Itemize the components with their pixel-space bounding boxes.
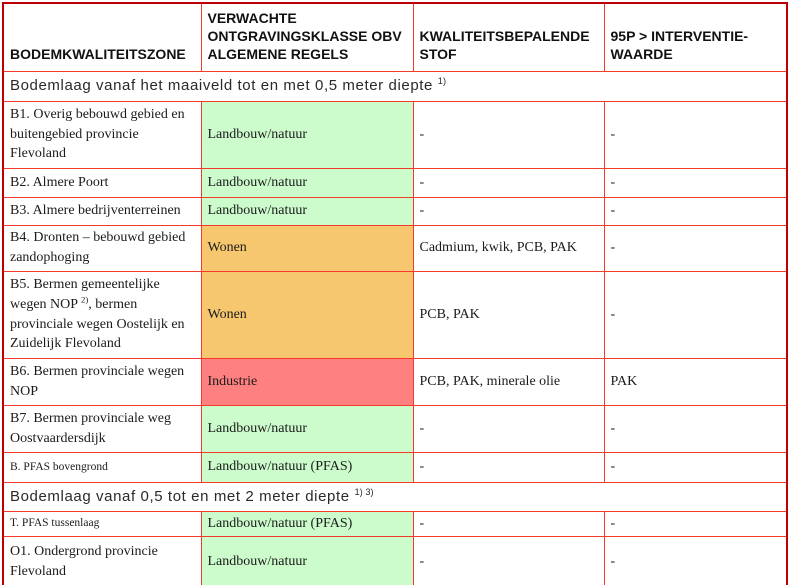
zone-cell: T. PFAS tussenlaag: [2, 510, 202, 537]
section-label-bovengrond: Bodemlaag vanaf het maaiveld tot en met …: [2, 70, 788, 102]
klasse-cell: Landbouw/natuur (PFAS): [200, 510, 414, 537]
table-row-b-pfas: B. PFAS bovengrond Landbouw/natuur (PFAS…: [2, 451, 788, 483]
interventie-cell: -: [603, 404, 788, 453]
column-header-ontgravingsklasse: VERWACHTE ONTGRAVINGSKLASSE OBV ALGEMENE…: [200, 2, 414, 72]
klasse-cell: Landbouw/natuur: [200, 167, 414, 198]
stof-cell: -: [412, 510, 605, 537]
table-row-b3: B3. Almere bedrijventerreinen Landbouw/n…: [2, 196, 788, 226]
interventie-cell: -: [603, 100, 788, 169]
zone-cell: B. PFAS bovengrond: [2, 451, 202, 483]
section-row-tussenlaag: Bodemlaag vanaf 0,5 tot en met 2 meter d…: [2, 481, 788, 512]
footnote-ref: 1) 3): [354, 486, 374, 497]
table-row-b6: B6. Bermen provinciale wegen NOP Industr…: [2, 357, 788, 406]
zone-text: , bermen provinciale wegen Oostelijk en …: [10, 296, 185, 352]
footnote-ref: 1): [437, 76, 447, 87]
stof-cell: -: [412, 451, 605, 483]
column-header-kwaliteitsbepalende-stof: KWALITEITSBEPALENDE STOF: [412, 2, 605, 72]
table-row-b5: B5. Bermen gemeentelijke wegen NOP 2), b…: [2, 270, 788, 359]
klasse-cell: Industrie: [200, 357, 414, 406]
zone-cell: B2. Almere Poort: [2, 167, 202, 198]
interventie-cell: -: [603, 451, 788, 483]
zone-cell: B7. Bermen provinciale weg Oostvaardersd…: [2, 404, 202, 453]
interventie-cell: -: [603, 270, 788, 359]
zone-cell: B5. Bermen gemeentelijke wegen NOP 2), b…: [2, 270, 202, 359]
interventie-cell: -: [603, 224, 788, 272]
stof-cell: -: [412, 535, 605, 585]
zone-cell: B6. Bermen provinciale wegen NOP: [2, 357, 202, 406]
zone-text: B5. Bermen gemeentelijke wegen NOP: [10, 276, 160, 312]
stof-cell: -: [412, 404, 605, 453]
table-row-b7: B7. Bermen provinciale weg Oostvaardersd…: [2, 404, 788, 453]
klasse-cell: Wonen: [200, 224, 414, 272]
stof-cell: -: [412, 167, 605, 198]
stof-cell: -: [412, 100, 605, 169]
footnote-ref: 2): [81, 293, 89, 304]
interventie-cell: PAK: [603, 357, 788, 406]
table-row-b2: B2. Almere Poort Landbouw/natuur - -: [2, 167, 788, 198]
zone-cell: B4. Dronten – bebouwd gebied zandophogin…: [2, 224, 202, 272]
stof-cell: -: [412, 196, 605, 226]
klasse-cell: Landbouw/natuur (PFAS): [200, 451, 414, 483]
section-row-bovengrond: Bodemlaag vanaf het maaiveld tot en met …: [2, 70, 788, 102]
zone-cell: B1. Overig bebouwd gebied en buitengebie…: [2, 100, 202, 169]
table-row-o1: O1. Ondergrond provincie Flevoland Landb…: [2, 535, 788, 585]
stof-cell: PCB, PAK: [412, 270, 605, 359]
column-header-interventiewaarde: 95P > INTERVENTIE-WAARDE: [603, 2, 788, 72]
column-header-bodemkwaliteitszone: BODEMKWALITEITSZONE: [2, 2, 202, 72]
interventie-cell: -: [603, 196, 788, 226]
stof-cell: Cadmium, kwik, PCB, PAK: [412, 224, 605, 272]
table-row-b4: B4. Dronten – bebouwd gebied zandophogin…: [2, 224, 788, 272]
table-header-row: BODEMKWALITEITSZONE VERWACHTE ONTGRAVING…: [2, 2, 788, 72]
zone-cell: B3. Almere bedrijventerreinen: [2, 196, 202, 226]
klasse-cell: Landbouw/natuur: [200, 100, 414, 169]
klasse-cell: Landbouw/natuur: [200, 535, 414, 585]
interventie-cell: -: [603, 510, 788, 537]
table-row-t-pfas: T. PFAS tussenlaag Landbouw/natuur (PFAS…: [2, 510, 788, 537]
interventie-cell: -: [603, 167, 788, 198]
interventie-cell: -: [603, 535, 788, 585]
section-label-tussenlaag: Bodemlaag vanaf 0,5 tot en met 2 meter d…: [2, 481, 788, 512]
klasse-cell: Landbouw/natuur: [200, 404, 414, 453]
section-text: Bodemlaag vanaf het maaiveld tot en met …: [10, 77, 438, 95]
klasse-cell: Landbouw/natuur: [200, 196, 414, 226]
klasse-cell: Wonen: [200, 270, 414, 359]
section-text: Bodemlaag vanaf 0,5 tot en met 2 meter d…: [10, 487, 355, 505]
zone-cell: O1. Ondergrond provincie Flevoland: [2, 535, 202, 585]
table-row-b1: B1. Overig bebouwd gebied en buitengebie…: [2, 100, 788, 169]
stof-cell: PCB, PAK, minerale olie: [412, 357, 605, 406]
